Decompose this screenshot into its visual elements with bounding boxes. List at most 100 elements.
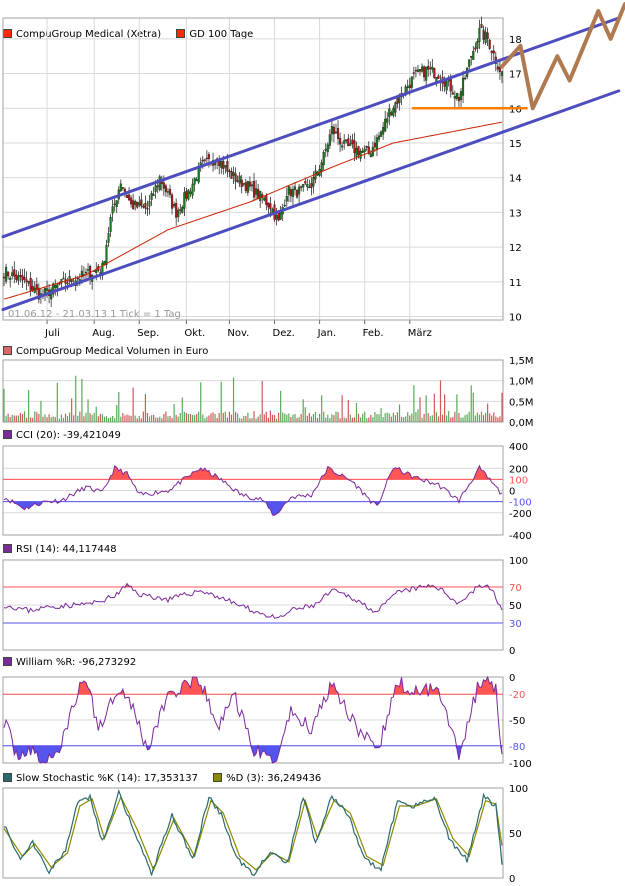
volume-bar <box>431 415 433 422</box>
volume-bar <box>439 380 442 422</box>
candle-body <box>302 184 305 188</box>
candle-body <box>171 194 174 209</box>
volume-bar <box>81 378 83 422</box>
candle-body <box>377 135 381 140</box>
volume-bar <box>288 413 290 422</box>
volume-bar <box>495 416 497 422</box>
candle-body <box>277 212 280 221</box>
volume-bar <box>200 382 202 422</box>
candle-body <box>234 173 237 182</box>
candle-body <box>259 190 262 201</box>
candle-body <box>310 183 313 188</box>
candle-body <box>201 159 204 162</box>
volume-bar <box>11 414 13 422</box>
volume-bar <box>171 418 173 422</box>
volume-bar <box>480 411 483 422</box>
candle-body <box>156 185 159 187</box>
volume-bar <box>109 417 112 422</box>
candle-body <box>468 59 471 67</box>
candle-body <box>152 194 155 196</box>
volume-bar <box>341 395 343 422</box>
price-x-tick: Okt. <box>184 328 205 339</box>
stoch-k-line <box>3 788 503 877</box>
volume-bar <box>411 413 413 422</box>
candle-body <box>144 202 147 209</box>
williams-chart: 0 -20 -50 -80 -100 <box>2 673 532 770</box>
moving-average-line <box>3 121 503 300</box>
candle-body <box>472 50 475 60</box>
candle-body <box>416 69 420 73</box>
volume-bar <box>497 417 499 422</box>
candle-body <box>455 92 458 99</box>
candle-body <box>326 144 329 153</box>
volume-bar <box>5 415 7 422</box>
candle-body <box>490 50 493 53</box>
volume-bar <box>146 412 149 422</box>
volume-bar <box>487 403 489 422</box>
candle-body <box>5 267 8 282</box>
candle-body <box>408 84 411 89</box>
candle-body <box>123 188 126 192</box>
legend-swatch-stoch-k <box>3 772 12 782</box>
candle-body <box>443 81 446 87</box>
volume-bar <box>355 402 358 422</box>
volume-bar <box>372 417 374 422</box>
volume-bar <box>292 414 294 422</box>
candle-body <box>320 162 323 172</box>
volume-bar <box>42 416 44 422</box>
legend-williams-label: William %R: -96,273292 <box>16 657 137 668</box>
osc-y-tick: -200 <box>509 509 532 520</box>
candle-body <box>459 91 463 101</box>
volume-bar <box>23 411 26 422</box>
volume-bar <box>222 412 224 422</box>
candle-body <box>431 66 434 70</box>
candle-body <box>359 150 362 159</box>
volume-bar <box>335 411 337 422</box>
candle-body <box>60 278 63 284</box>
price-y-tick: 12 <box>509 243 522 254</box>
candle-body <box>166 191 170 193</box>
volume-bar <box>368 417 370 422</box>
volume-bar <box>466 414 468 422</box>
volume-bar <box>267 417 269 422</box>
osc-y-tick: 70 <box>509 583 522 594</box>
volume-y-tick: 1,5M <box>509 356 534 367</box>
volume-bar <box>161 418 163 422</box>
osc-y-tick: 100 <box>509 475 528 486</box>
candle-body <box>373 142 376 148</box>
candle-body <box>222 160 225 169</box>
volume-bar <box>239 418 241 422</box>
volume-bar <box>245 415 247 422</box>
candle-body <box>263 197 266 201</box>
volume-bar <box>327 414 329 422</box>
candle-body <box>312 177 315 187</box>
candle-body <box>80 270 83 278</box>
candle-body <box>287 186 290 195</box>
volume-bar <box>93 412 95 422</box>
volume-bar <box>421 417 423 422</box>
candle-body <box>355 147 358 157</box>
candle-body <box>269 203 272 210</box>
volume-bar <box>470 385 472 422</box>
volume-bar <box>499 416 501 422</box>
volume-bar <box>40 400 42 422</box>
candle-body <box>52 283 55 295</box>
volume-bar <box>85 412 87 422</box>
candle-body <box>291 189 295 197</box>
price-legend: CompuGroup Medical (Xetra) GD 100 Tage <box>3 28 253 41</box>
volume-bar <box>7 413 9 422</box>
volume-bar <box>482 415 485 422</box>
volume-bar <box>68 412 71 422</box>
osc-frame <box>2 676 504 764</box>
candle-body <box>132 200 135 210</box>
volume-bar <box>175 414 177 422</box>
price-y-tick: 14 <box>509 174 522 185</box>
volume-bar <box>263 414 265 422</box>
volume-bar <box>21 414 24 422</box>
volume-bar <box>196 413 198 422</box>
volume-bar <box>97 416 99 422</box>
legend-price-label: CompuGroup Medical (Xetra) <box>16 29 162 40</box>
candle-body <box>255 188 258 195</box>
volume-bar <box>310 416 313 422</box>
volume-bar <box>394 415 397 422</box>
